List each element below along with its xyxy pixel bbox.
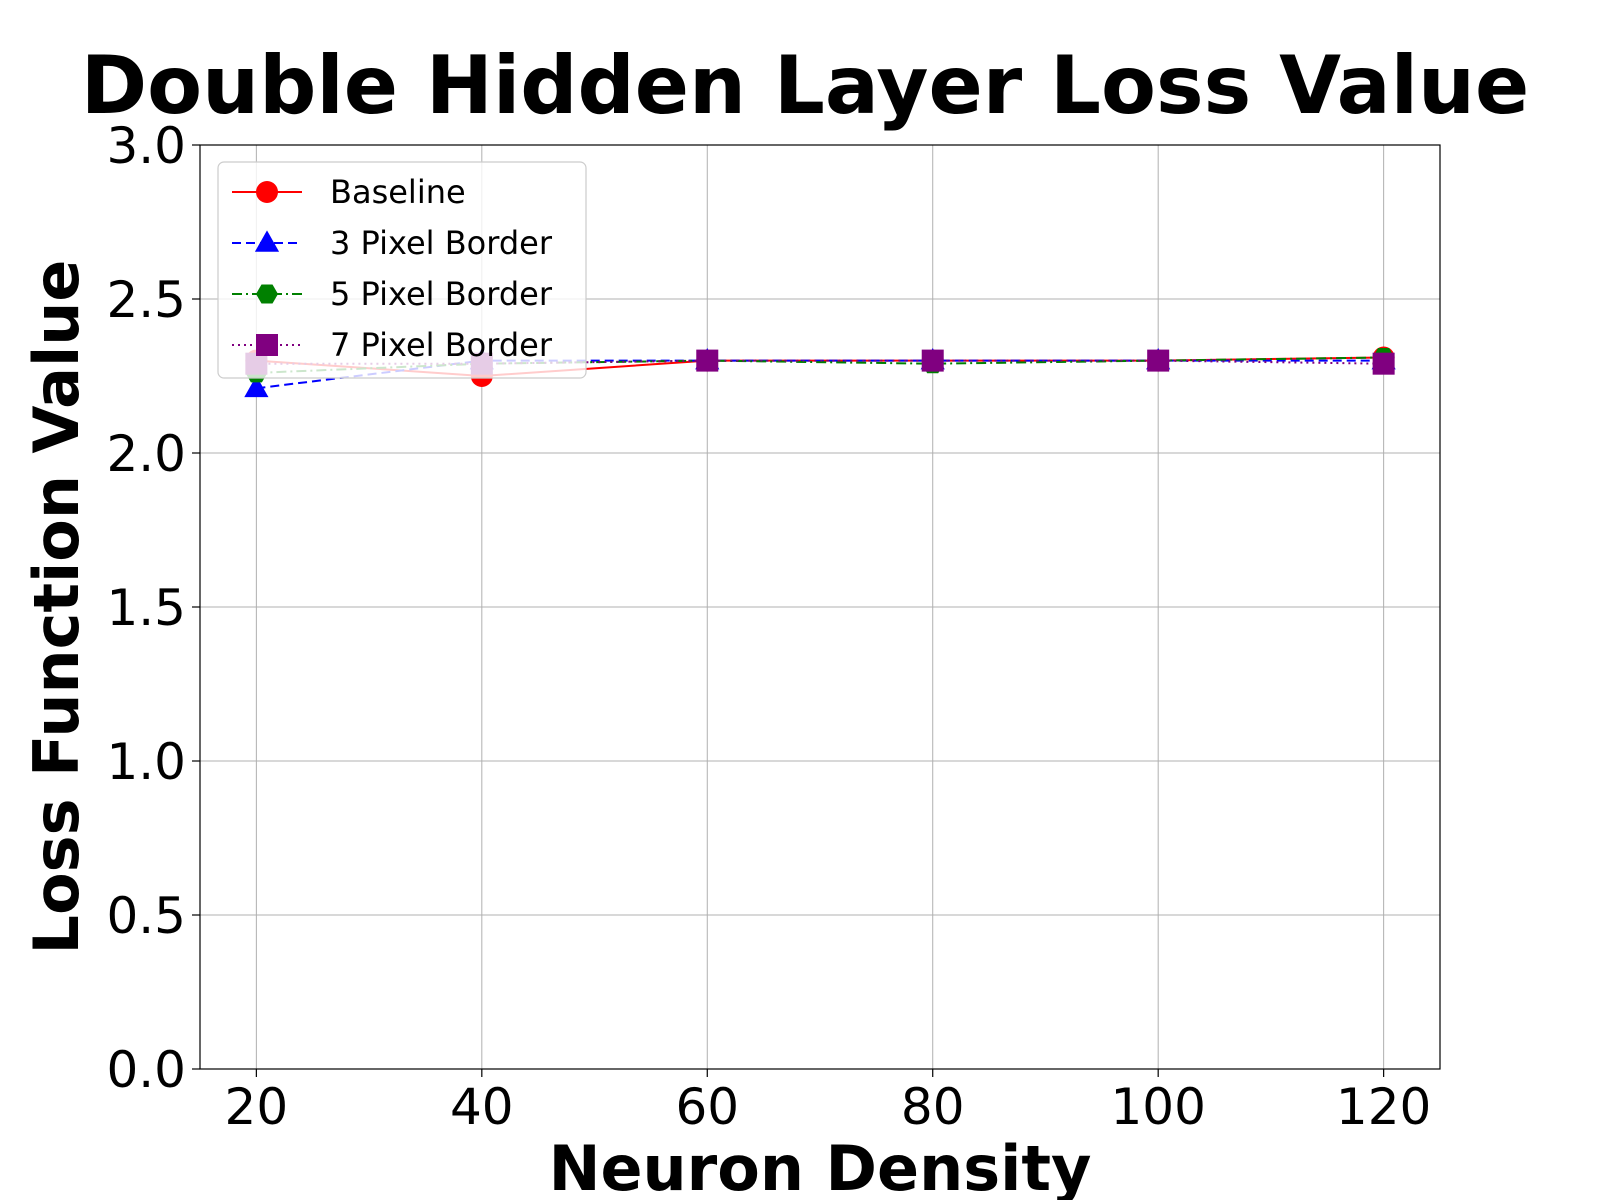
x-tick-label: 120: [1336, 1078, 1431, 1136]
legend-marker-baseline: [256, 181, 278, 203]
x-axis-label: Neuron Density: [549, 1132, 1092, 1200]
legend-label-baseline: Baseline: [330, 173, 466, 211]
legend-label-5-pixel-border: 5 Pixel Border: [330, 275, 553, 313]
chart-title: Double Hidden Layer Loss Value: [81, 39, 1529, 132]
y-tick-label: 3.0: [106, 117, 186, 175]
y-tick-label: 0.0: [106, 1041, 186, 1099]
data-point-3-pixel-border: [244, 375, 269, 398]
legend: Baseline 3 Pixel Border 5 Pixel Border 7 Pi…: [217, 161, 587, 379]
y-tick-label: 1.0: [106, 733, 186, 791]
x-tick-label: 40: [450, 1078, 514, 1136]
y-tick-label: 0.5: [106, 887, 186, 945]
x-tick-label: 80: [901, 1078, 965, 1136]
legend-box: [217, 161, 587, 379]
legend-marker-5-pixel-border: [256, 284, 278, 304]
x-tick-label: 60: [675, 1078, 739, 1136]
legend-marker-7-pixel-border: [256, 334, 278, 356]
series-group: [244, 346, 1396, 398]
y-axis-label: Loss Function Value: [20, 260, 93, 955]
data-point-7-pixel-border: [696, 349, 719, 372]
legend-label-7-pixel-border: 7 Pixel Border: [330, 326, 553, 364]
y-tick-label: 2.5: [106, 271, 186, 329]
legend-label-3-pixel-border: 3 Pixel Border: [330, 224, 553, 262]
x-tick-label: 20: [225, 1078, 289, 1136]
ticks: 20 40 60 80 100 120 0.0 0.5 1.0 1.5 2.0 2.5 3.0: [106, 117, 1431, 1136]
y-tick-label: 2.0: [106, 425, 186, 483]
data-point-7-pixel-border: [1147, 349, 1170, 372]
data-point-7-pixel-border: [921, 349, 944, 372]
x-tick-label: 100: [1110, 1078, 1205, 1136]
data-point-7-pixel-border: [1372, 352, 1395, 375]
y-tick-label: 1.5: [106, 579, 186, 637]
legend-marker-3-pixel-border: [254, 230, 280, 252]
